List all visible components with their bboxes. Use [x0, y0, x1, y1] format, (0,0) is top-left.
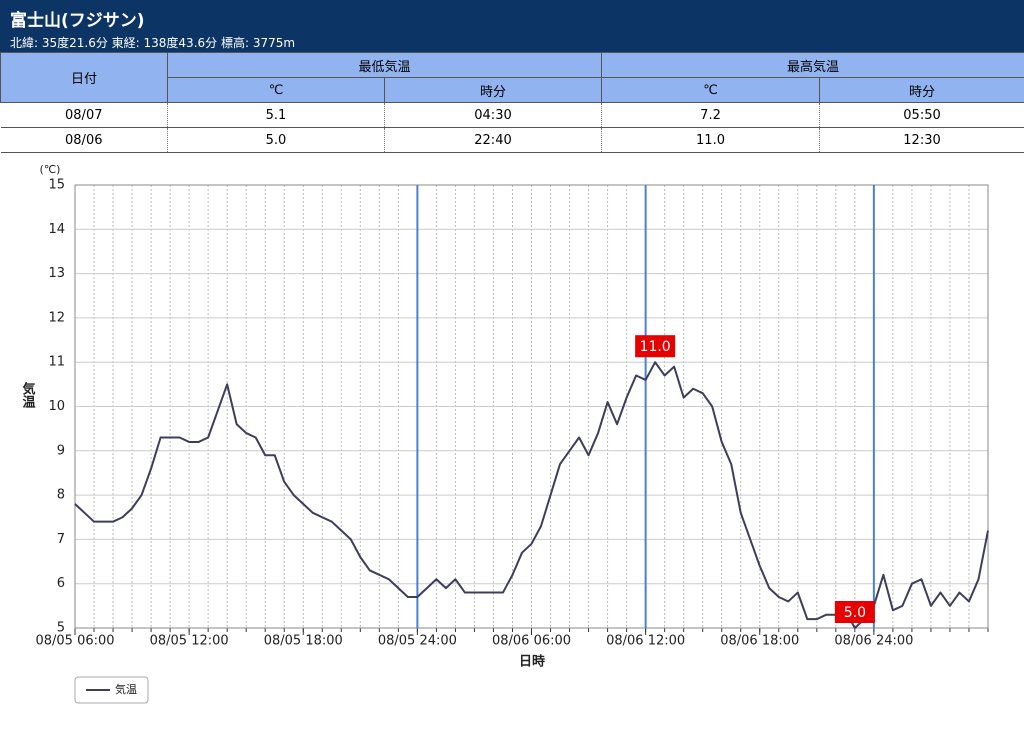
header-cell: 最低気温: [166, 52, 603, 78]
table-cell: 08/06: [0, 127, 168, 153]
table-cell: 12:30: [819, 127, 1024, 153]
y-tick-label: 13: [48, 266, 65, 281]
y-tick-label: 8: [57, 488, 65, 503]
table-body: 08/07 5.1 04:30 7.2 05:50 08/06 5.0 22:40 11.0 12…: [0, 102, 1024, 153]
y-tick-label: 15: [48, 178, 65, 193]
y-tick-label: 14: [48, 222, 65, 237]
annotation-label: 11.0: [640, 339, 671, 355]
legend-label: 気温: [115, 682, 137, 696]
table-cell: 08/07: [0, 102, 168, 128]
y-tick-label: 10: [48, 399, 65, 414]
y-axis-label: 気温: [20, 381, 36, 409]
y-tick-label: 6: [57, 576, 65, 591]
x-tick-label: 08/05 06:00: [35, 634, 114, 649]
table-row: 08/07 5.1 04:30 7.2 05:50: [0, 102, 1024, 128]
y-tick-label: 5: [57, 621, 65, 636]
chart: (℃) 気温 日時 5 6 7 8 9 10 11 12 13 14 15 08/05 06:00 08…: [20, 163, 989, 704]
header-cell: 最高気温: [601, 52, 1024, 78]
header-cell: 日付: [0, 52, 168, 103]
y-unit: (℃): [40, 163, 61, 176]
table-cell: 22:40: [383, 127, 603, 153]
x-tick-label: 08/06 18:00: [720, 634, 799, 649]
header-cell: 時分: [383, 77, 603, 103]
annotation-label: 5.0: [844, 605, 866, 621]
station-title: 富士山(フジサン): [10, 11, 145, 31]
header-cell: ℃: [167, 77, 385, 103]
x-tick-label: 08/05 24:00: [378, 634, 457, 649]
y-tick-label: 7: [57, 532, 65, 547]
x-axis-label: 日時: [519, 654, 545, 670]
station-info: 北緯: 35度21.6分 東経: 138度43.6分 標高: 3775m: [10, 36, 296, 50]
header: 富士山(フジサン) 北緯: 35度21.6分 東経: 138度43.6分 標高:…: [0, 0, 1024, 52]
table-row: 08/06 5.0 22:40 11.0 12:30: [0, 127, 1024, 153]
plot-frame: [74, 184, 989, 629]
x-tick-label: 08/05 18:00: [264, 634, 343, 649]
y-tick-label: 9: [57, 443, 65, 458]
x-tick-label: 08/05 12:00: [150, 634, 229, 649]
header-cell: ℃: [601, 77, 821, 103]
x-tick-label: 08/06 06:00: [492, 634, 571, 649]
x-tick-label: 08/06 12:00: [606, 634, 685, 649]
table-cell: 05:50: [819, 102, 1024, 128]
table-cell: 5.0: [167, 127, 385, 153]
table-cell: 7.2: [601, 102, 821, 128]
legend-box: [74, 676, 149, 704]
table-cell: 11.0: [601, 127, 821, 153]
y-tick-label: 12: [48, 310, 65, 325]
header-cell: 時分: [819, 77, 1024, 103]
annotation-box: [635, 335, 676, 358]
y-tick-label: 11: [48, 355, 65, 370]
annotation-box: [834, 601, 875, 623]
x-tick-label: 08/06 24:00: [834, 634, 913, 649]
table-cell: 04:30: [383, 102, 603, 128]
summary-table: 日付 最低気温 最高気温 ℃ 時分 ℃ 時分 08/07 5.1 04:30 7.2 0…: [0, 52, 1024, 153]
table-cell: 5.1: [167, 102, 385, 128]
